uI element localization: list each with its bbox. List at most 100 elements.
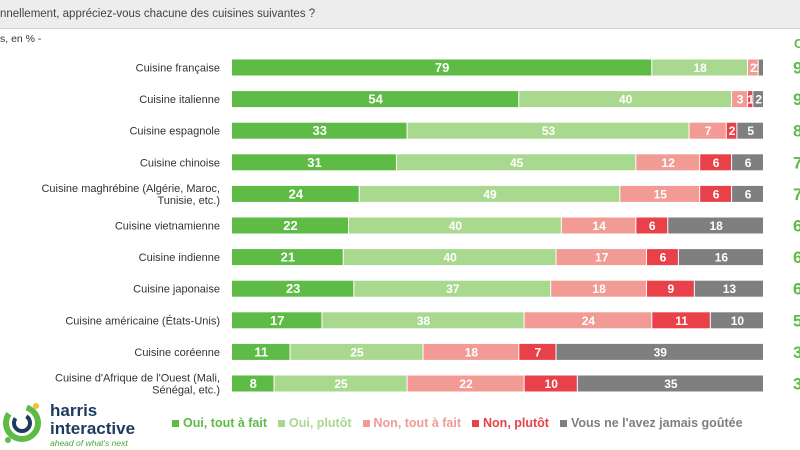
legend-label: Oui, tout à fait bbox=[183, 416, 268, 430]
bar-segment bbox=[407, 375, 524, 392]
category-label: Cuisine coréenne bbox=[134, 347, 220, 359]
legend-item: Oui, plutôt bbox=[278, 416, 352, 430]
data-label: 3 bbox=[737, 93, 744, 107]
category-label: Cuisine maghrébine (Algérie, Maroc, bbox=[41, 183, 220, 195]
data-label: 17 bbox=[595, 251, 609, 265]
data-label: 10 bbox=[545, 377, 559, 391]
category-label: Cuisine américaine (États-Unis) bbox=[65, 314, 220, 327]
right-column-value: 3 bbox=[793, 375, 800, 394]
data-label: 10 bbox=[731, 314, 745, 328]
data-label: 37 bbox=[446, 282, 460, 296]
bar-segment bbox=[652, 59, 748, 76]
data-label: 39 bbox=[654, 345, 668, 359]
legend-label: Non, plutôt bbox=[483, 416, 549, 430]
bar-segment bbox=[524, 375, 577, 392]
data-label: 7 bbox=[535, 345, 542, 359]
data-label: 6 bbox=[713, 156, 720, 170]
bar-segment bbox=[753, 91, 763, 108]
data-label: 25 bbox=[350, 345, 364, 359]
data-label: 18 bbox=[592, 282, 606, 296]
data-label: 40 bbox=[449, 219, 463, 233]
data-label: 25 bbox=[334, 377, 348, 391]
data-label: 24 bbox=[289, 186, 304, 201]
data-label: 49 bbox=[483, 187, 497, 201]
data-label: 21 bbox=[281, 250, 295, 265]
category-label: Tunisie, etc.) bbox=[157, 195, 220, 207]
data-label: 18 bbox=[465, 345, 479, 359]
data-label: 16 bbox=[715, 251, 729, 265]
right-column-value: 6 bbox=[793, 248, 800, 267]
bar-segment bbox=[232, 343, 290, 360]
data-label: 22 bbox=[459, 377, 473, 391]
bar-segment bbox=[668, 217, 763, 234]
bar-segment bbox=[232, 185, 359, 202]
category-label: Cuisine vietnamienne bbox=[115, 221, 220, 233]
harris-interactive-logo: harris interactive ahead of what's next bbox=[0, 396, 150, 450]
data-label: 18 bbox=[709, 219, 723, 233]
right-column-value: 9 bbox=[793, 59, 800, 78]
bar-segment bbox=[232, 154, 396, 171]
bar-segment bbox=[232, 312, 322, 329]
bar-segment bbox=[519, 343, 556, 360]
data-label: 17 bbox=[270, 313, 284, 328]
right-column-value: 6 bbox=[793, 217, 800, 236]
category-label: Sénégal, etc.) bbox=[152, 385, 220, 397]
legend-label: Non, tout à fait bbox=[373, 416, 462, 430]
bar-segment bbox=[758, 59, 763, 76]
data-label: 6 bbox=[649, 219, 656, 233]
bar-segment bbox=[732, 91, 748, 108]
bar-segment bbox=[359, 185, 620, 202]
data-label: 6 bbox=[713, 187, 720, 201]
right-column-value: 8 bbox=[793, 122, 800, 141]
right-column-value: 5 bbox=[793, 311, 800, 330]
logo-name-line1: harris bbox=[50, 401, 98, 420]
data-label: 22 bbox=[283, 218, 297, 233]
bar-segment bbox=[737, 122, 763, 139]
data-label: 1 bbox=[747, 93, 754, 107]
bar-segment bbox=[636, 217, 668, 234]
category-label: Cuisine chinoise bbox=[140, 157, 220, 169]
bar-segment bbox=[689, 122, 726, 139]
legend-swatch bbox=[278, 419, 286, 427]
data-label: 11 bbox=[254, 344, 268, 359]
data-label: 2 bbox=[750, 61, 757, 75]
data-label: 5 bbox=[747, 124, 754, 138]
legend-swatch bbox=[362, 419, 370, 427]
data-label: 11 bbox=[675, 314, 688, 328]
data-label: 13 bbox=[723, 282, 737, 296]
right-column-value: 6 bbox=[793, 280, 800, 299]
bar-segment bbox=[396, 154, 636, 171]
bar-segment bbox=[232, 91, 519, 108]
data-label: 24 bbox=[582, 314, 596, 328]
bar-segment bbox=[732, 185, 763, 202]
logo-name-line2: interactive bbox=[50, 419, 136, 438]
data-label: 45 bbox=[510, 156, 524, 170]
legend-swatch bbox=[559, 419, 567, 427]
bar-segment bbox=[726, 122, 737, 139]
data-label: 31 bbox=[307, 155, 321, 170]
data-label: 6 bbox=[745, 156, 752, 170]
data-label: 12 bbox=[662, 156, 676, 170]
data-label: 23 bbox=[286, 281, 300, 296]
bar-segment bbox=[524, 312, 652, 329]
bar-segment bbox=[556, 249, 646, 266]
category-label: Cuisine indienne bbox=[139, 252, 220, 264]
legend-item: Oui, tout à fait bbox=[172, 416, 267, 430]
data-label: 54 bbox=[368, 92, 383, 107]
bar-segment bbox=[354, 280, 551, 297]
data-label: 40 bbox=[443, 251, 457, 265]
bar-segment bbox=[577, 375, 763, 392]
category-label: Cuisine italienne bbox=[139, 94, 220, 106]
bar-segment bbox=[274, 375, 407, 392]
bar-segment bbox=[407, 122, 689, 139]
bar-segment bbox=[732, 154, 763, 171]
data-label: 33 bbox=[313, 123, 327, 138]
category-label: Cuisine française bbox=[136, 63, 220, 75]
bar-segment bbox=[694, 280, 763, 297]
chart-legend: Oui, tout à fait Oui, plutôt Non, tout à f… bbox=[172, 414, 754, 432]
legend-item: Vous ne l'avez jamais goûtée bbox=[559, 416, 743, 430]
right-column-value: 7 bbox=[793, 185, 800, 204]
bar-segment bbox=[636, 154, 700, 171]
bar-segment bbox=[556, 343, 763, 360]
data-label: 7 bbox=[705, 124, 712, 138]
